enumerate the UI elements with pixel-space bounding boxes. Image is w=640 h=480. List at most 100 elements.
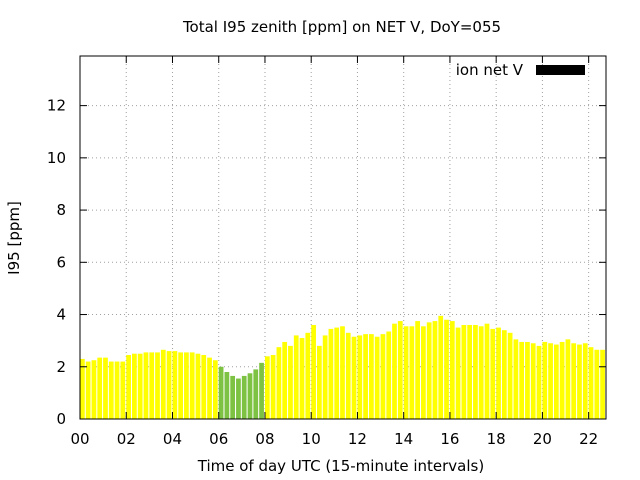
bar (189, 352, 195, 419)
bar (328, 328, 334, 419)
legend-label: ion net V (456, 61, 524, 79)
x-tick-label: 04 (163, 430, 182, 448)
bar (155, 352, 160, 419)
bar (201, 355, 207, 419)
bar (571, 343, 577, 419)
bar (322, 335, 328, 419)
bar (467, 324, 473, 419)
bar (316, 345, 322, 419)
bar (143, 352, 149, 419)
bar (114, 361, 120, 419)
bar (501, 330, 507, 419)
bar (103, 357, 108, 419)
legend-swatch (536, 65, 585, 75)
bar (311, 324, 316, 419)
bar (409, 326, 415, 419)
bar (565, 339, 571, 419)
bar (132, 353, 137, 419)
x-tick-label: 08 (255, 430, 274, 448)
y-tick-label: 6 (56, 253, 66, 271)
bar (351, 336, 357, 419)
y-tick-label: 8 (56, 201, 66, 219)
bar (421, 326, 426, 419)
bar (403, 326, 409, 419)
bar (490, 328, 496, 419)
bar (236, 378, 241, 419)
bar (444, 319, 449, 419)
bar (149, 352, 155, 419)
bar (276, 347, 282, 419)
y-tick-label: 0 (56, 410, 66, 428)
bar (293, 335, 299, 419)
bar (282, 341, 288, 419)
bar (195, 353, 201, 419)
bar (513, 339, 519, 419)
bar (415, 321, 420, 419)
bar (369, 334, 374, 419)
bar (525, 341, 530, 419)
bar (577, 344, 582, 419)
bar (588, 347, 594, 419)
bar (374, 336, 380, 419)
bar (160, 349, 166, 419)
x-tick-label: 22 (579, 430, 598, 448)
bar (426, 322, 432, 419)
bar (305, 332, 311, 419)
bar (247, 373, 253, 419)
bar (542, 341, 548, 419)
bar (230, 375, 236, 419)
bar (126, 355, 131, 419)
bar (184, 352, 189, 419)
bar (507, 332, 513, 419)
y-axis-label: I95 [ppm] (5, 201, 23, 275)
bar (264, 356, 270, 419)
bar (85, 361, 91, 419)
legend: ion net V (456, 61, 585, 79)
axis-ticks (79, 56, 606, 420)
x-axis-label: Time of day UTC (15-minute intervals) (197, 457, 484, 475)
bar (478, 326, 484, 419)
bar (559, 341, 565, 419)
bar (97, 357, 103, 419)
x-tick-label: 16 (440, 430, 459, 448)
bar (449, 321, 455, 419)
plot-frame (79, 55, 607, 420)
x-tick-labels: 00 02 04 06 08 10 12 14 16 18 20 22 (70, 430, 598, 448)
x-tick-label: 20 (533, 430, 552, 448)
y-tick-label: 10 (47, 149, 66, 167)
bar (363, 334, 368, 419)
bar (212, 360, 218, 419)
x-tick-label: 02 (117, 430, 136, 448)
bar (218, 366, 224, 419)
bar (455, 327, 461, 419)
bar (473, 324, 478, 419)
bar (519, 341, 525, 419)
bar (432, 321, 438, 419)
y-tick-label: 12 (47, 97, 66, 115)
x-tick-label: 06 (209, 430, 228, 448)
bar (334, 327, 340, 419)
y-tick-label: 4 (56, 306, 66, 324)
bar (108, 361, 114, 419)
bar (340, 326, 345, 419)
y-tick-label: 2 (56, 358, 66, 376)
x-tick-label: 10 (302, 430, 321, 448)
bar (438, 315, 444, 419)
bar (345, 332, 351, 419)
x-tick-label: 14 (394, 430, 413, 448)
bar (288, 345, 293, 419)
bar (224, 371, 230, 419)
bar (91, 360, 97, 419)
bar (530, 343, 536, 419)
chart-title: Total I95 zenith [ppm] on NET V, DoY=055 (182, 18, 501, 36)
grid-lines (80, 56, 606, 419)
bar (166, 351, 172, 419)
bar (397, 321, 403, 419)
bar (594, 349, 600, 419)
bar (120, 361, 126, 419)
bar (299, 338, 305, 419)
bar (357, 335, 363, 419)
bar (600, 349, 605, 419)
bar (461, 324, 467, 419)
